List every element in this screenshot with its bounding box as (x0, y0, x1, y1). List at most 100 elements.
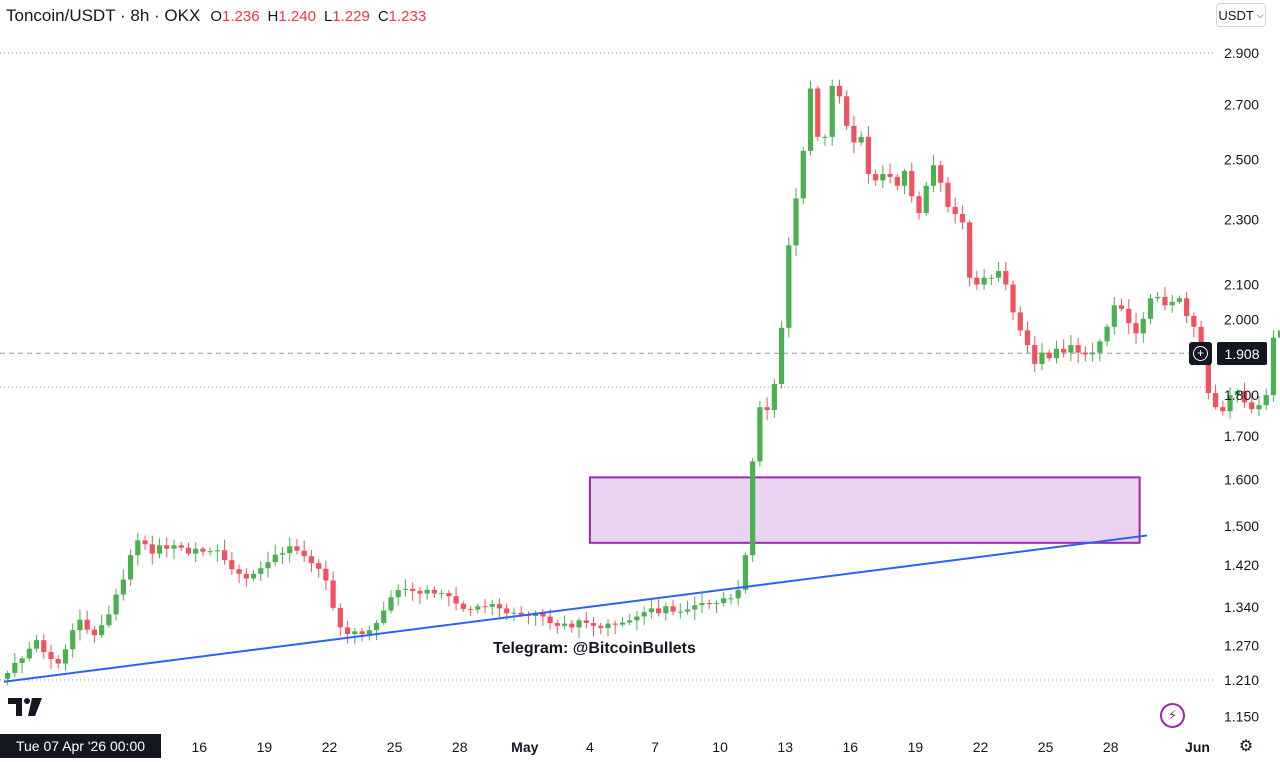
candle-body-down (229, 560, 235, 570)
x-axis-tick-label: 13 (777, 739, 793, 755)
crosshair-date-label: Tue 07 Apr '26 00:00 (0, 734, 161, 758)
candle-body-up (511, 612, 517, 614)
candle-body-up (822, 136, 828, 138)
candle-body-up (800, 150, 806, 199)
candle-body-down (316, 563, 322, 569)
y-axis-tick-label: 1.340 (1224, 599, 1259, 615)
candle-body-down (1198, 326, 1204, 353)
x-axis-tick-label: Jun (1185, 739, 1210, 755)
candle-body-up (279, 553, 286, 555)
candle-body-up (250, 573, 257, 579)
x-axis-tick-label: 19 (908, 739, 924, 755)
candle-body-up (807, 88, 814, 151)
x-axis-tick-label: May (511, 739, 538, 755)
candle-body-up (388, 597, 394, 611)
candle-body-up (684, 609, 691, 612)
tradingview-logo-icon[interactable] (8, 696, 44, 722)
candle-body-down (200, 548, 206, 552)
candle-body-down (554, 623, 560, 626)
add-alert-button[interactable]: + (1189, 342, 1212, 365)
candle-body-down (236, 569, 242, 574)
y-axis-tick-label: 2.500 (1224, 151, 1259, 167)
candle-body-down (467, 608, 474, 610)
close-value: 1.233 (388, 7, 427, 25)
chevron-down-icon: ⌵ (1256, 9, 1264, 20)
candle-body-up (475, 606, 481, 610)
candle-body-up (923, 185, 929, 214)
candle-body-up (135, 540, 141, 556)
candle-body-down (294, 546, 300, 551)
candle-body-up (735, 589, 741, 599)
gear-icon[interactable]: ⚙ (1238, 738, 1254, 755)
candle-body-down (590, 623, 597, 626)
candle-body-up (373, 623, 380, 631)
x-axis-tick-label: 25 (387, 739, 403, 755)
open-value: 1.236 (222, 7, 260, 25)
x-axis-tick-label: 22 (973, 739, 989, 755)
candle-body-up (1111, 305, 1117, 327)
candle-body-up (1090, 352, 1096, 355)
candle-body-up (62, 649, 69, 664)
candle-body-down (959, 213, 966, 223)
currency-selector[interactable]: USDT ⌵ (1216, 3, 1266, 27)
candle-body-up (1053, 348, 1060, 359)
candle-body-down (164, 545, 170, 549)
candle-body-up (1140, 318, 1146, 334)
candle-body-down (142, 540, 148, 545)
candle-body-up (930, 165, 937, 186)
candle-body-up (786, 245, 792, 328)
candle-body-up (829, 85, 835, 137)
plus-circle-icon: + (1193, 346, 1208, 361)
candle-body-up (1039, 352, 1045, 364)
candle-body-down (1212, 393, 1219, 408)
candle-body-down (656, 608, 662, 614)
candle-body-down (1082, 352, 1088, 355)
candle-body-up (728, 598, 734, 600)
candle-body-down (243, 573, 249, 579)
candle-body-up (113, 594, 119, 615)
candle-body-up (99, 625, 105, 636)
symbol-title[interactable]: Toncoin/USDT · 8h · OKX (6, 6, 201, 25)
candle-body-up (120, 579, 126, 595)
candle-body-down (446, 593, 452, 597)
candle-body-down (894, 176, 900, 186)
y-axis-tick-label: 2.000 (1224, 312, 1259, 328)
candle-body-down (1032, 345, 1038, 364)
candle-body-down (460, 603, 466, 609)
candle-body-up (265, 562, 271, 569)
candle-body-down (764, 407, 770, 411)
watermark-text: Telegram: @BitcoinBullets (493, 640, 696, 657)
candle-body-up (1227, 395, 1233, 412)
candle-body-up (981, 277, 987, 285)
candle-body-up (1270, 337, 1277, 396)
high-value: 1.240 (278, 7, 316, 25)
currency-label: USDT (1218, 7, 1254, 23)
candle-body-down (945, 182, 951, 207)
candle-body-up (713, 603, 720, 605)
candle-body-down (410, 588, 416, 591)
candle-body-up (26, 648, 32, 659)
y-axis-tick-label: 1.600 (1224, 472, 1259, 488)
candle-body-up (1263, 395, 1269, 406)
ohlc-readout: O1.236 H1.240 L1.229 C1.233 (210, 8, 426, 25)
y-axis-tick-label: 1.210 (1224, 672, 1259, 688)
candle-body-down (967, 222, 973, 278)
candle-body-down (48, 652, 54, 659)
candle-body-up (70, 630, 76, 650)
candle-body-down (222, 550, 228, 561)
candle-body-up (634, 616, 640, 621)
candle-body-up (214, 550, 220, 552)
candle-body-up (258, 568, 264, 574)
candle-body-up (439, 593, 445, 595)
candle-body-down (149, 544, 155, 554)
candle-body-down (1046, 352, 1052, 359)
candle-body-down (938, 165, 944, 183)
candle-body-up (677, 611, 683, 613)
flash-icon[interactable]: ⚡ (1160, 703, 1185, 728)
candle-body-up (561, 623, 568, 626)
candle-body-up (901, 171, 908, 186)
candle-body-down (1118, 305, 1125, 309)
candle-body-down (815, 88, 821, 137)
candle-body-down (1061, 348, 1067, 353)
